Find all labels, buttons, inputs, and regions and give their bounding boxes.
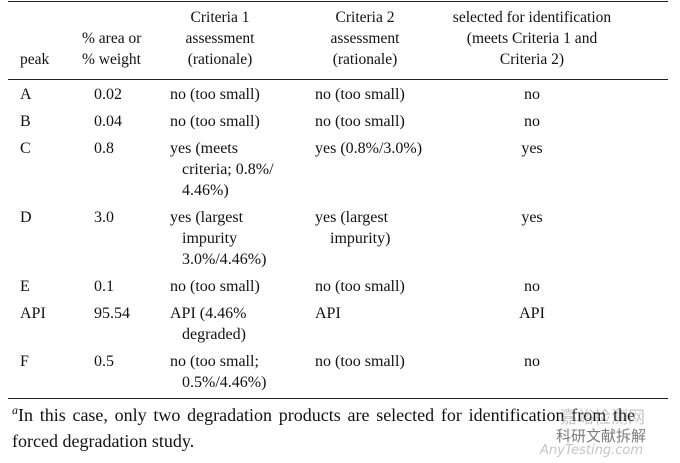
table-cell: 0.8 [94, 140, 114, 157]
table-cell: F [20, 353, 29, 370]
table-cell: yes (largest [170, 209, 244, 226]
header-cell: assessment [185, 30, 255, 47]
table-cell: no (too small; [170, 353, 259, 370]
watermark: AnyTesting.com [540, 443, 644, 458]
watermark: 科研文献拆解 [556, 427, 647, 445]
table-cell: 0.5 [94, 353, 114, 370]
table-cell: API (4.46% [170, 305, 247, 322]
header-cell: selected for identification [452, 9, 612, 26]
table-cell: yes [521, 209, 543, 226]
header-cell: Criteria 2) [499, 51, 565, 68]
bottom-rule [8, 398, 668, 399]
table-cell: impurity [182, 230, 238, 247]
header-cell: Criteria 2 [335, 9, 395, 26]
table-cell: API [20, 305, 46, 322]
table-cell: 4.46%) [182, 182, 229, 199]
table-cell: E [20, 278, 30, 295]
watermark: 嘉峪检测网 [560, 408, 645, 428]
header-cell: (rationale) [187, 51, 253, 68]
table-cell: 3.0%/4.46%) [182, 251, 267, 268]
table-cell: 0.1 [94, 278, 114, 295]
table-cell: API [519, 305, 545, 322]
table-cell: no (too small) [315, 353, 405, 370]
table-cell: no (too small) [315, 86, 405, 103]
table-cell: no (too small) [170, 278, 260, 295]
footnote: aIn this case, only two degradation prod… [12, 402, 635, 454]
table-cell: 0.02 [94, 86, 122, 103]
table-cell: 95.54 [94, 305, 130, 322]
table-cell: API [315, 305, 341, 322]
header-cell: % weight [82, 51, 141, 68]
table-cell: no (too small) [315, 113, 405, 130]
header-rule [8, 79, 668, 80]
footnote-text: In this case, only two degradation produ… [12, 405, 635, 451]
table-cell: no [524, 353, 540, 370]
table-cell: 3.0 [94, 209, 114, 226]
header-cell: (meets Criteria 1 and [466, 30, 598, 47]
table-cell: C [20, 140, 31, 157]
top-rule [8, 1, 668, 2]
table-cell: criteria; 0.8%/ [182, 161, 274, 178]
table-cell: no [524, 278, 540, 295]
table-cell: yes (largest [315, 209, 389, 226]
table-cell: impurity) [330, 230, 391, 247]
header-cell: assessment [330, 30, 400, 47]
table-cell: yes (0.8%/3.0%) [315, 140, 423, 157]
header-cell: peak [20, 51, 50, 68]
table-cell: yes [521, 140, 543, 157]
table-cell: no (too small) [315, 278, 405, 295]
table-cell: D [20, 209, 32, 226]
table-cell: no (too small) [170, 113, 260, 130]
table-cell: A [20, 86, 32, 103]
header-cell: (rationale) [332, 51, 398, 68]
table-cell: 0.04 [94, 113, 122, 130]
table-cell: degraded) [182, 326, 246, 343]
table-cell: no (too small) [170, 86, 260, 103]
table-cell: 0.5%/4.46%) [182, 374, 267, 391]
header-cell: % area or [82, 30, 142, 47]
table-cell: B [20, 113, 31, 130]
header-cell: Criteria 1 [190, 9, 250, 26]
table-cell: yes (meets [170, 140, 238, 157]
table-cell: no [524, 113, 540, 130]
footnote-marker: a [12, 403, 18, 417]
table-cell: no [524, 86, 540, 103]
